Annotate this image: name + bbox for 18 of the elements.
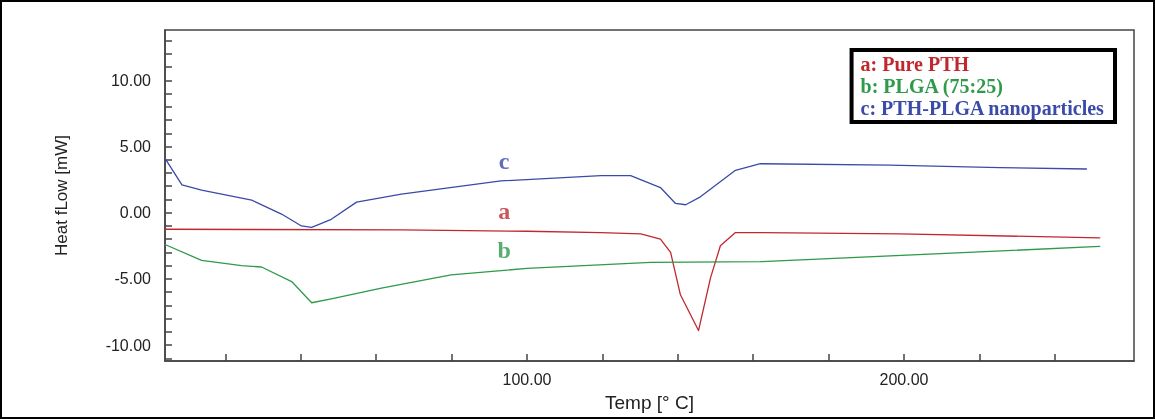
y-tick-label: -10.00 xyxy=(105,336,152,354)
x-tick-label: 200.00 xyxy=(879,370,929,388)
line-series xyxy=(164,157,1088,228)
text: c: PTH-PLGA nanoparticles xyxy=(860,97,1105,120)
y-tick-label: 10.00 xyxy=(110,71,152,89)
y-tick-label: -5.00 xyxy=(114,270,152,288)
x-tick-label: 100.00 xyxy=(502,370,552,388)
x-axis-title: Temp [° C] xyxy=(605,392,694,413)
y-axis-title: Heat fLow [mW] xyxy=(52,135,71,256)
text: b: PLGA (75:25) xyxy=(860,75,1003,98)
line-series xyxy=(164,228,1101,332)
y-tick-label: 5.00 xyxy=(119,138,152,156)
y-tick-label: 0.00 xyxy=(119,204,152,222)
annotation: c xyxy=(498,147,510,174)
text: a: Pure PTH xyxy=(860,53,970,75)
line-series xyxy=(164,243,1101,304)
annotation: b xyxy=(497,237,511,264)
annotation: a xyxy=(498,198,511,225)
